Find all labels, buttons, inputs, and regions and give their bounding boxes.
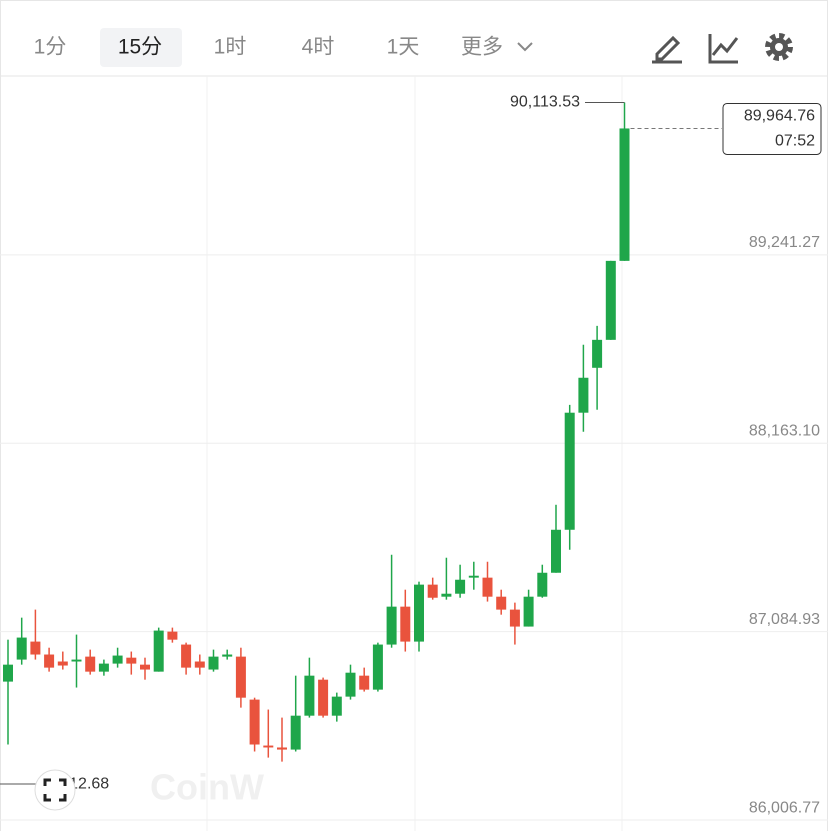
candle-body xyxy=(140,664,150,670)
tab[interactable]: 4时 xyxy=(302,36,335,59)
candle-body xyxy=(277,747,287,750)
countdown: 07:52 xyxy=(775,133,815,150)
max-label: 90,113.53 xyxy=(510,94,580,111)
candle-body xyxy=(427,584,438,598)
y-tick-label: 86,006.77 xyxy=(749,799,820,816)
candle-body xyxy=(3,664,13,682)
candle-body xyxy=(592,339,603,368)
candle-body xyxy=(126,657,137,664)
last-price-label: 89,964.76 xyxy=(744,108,815,125)
candle-body xyxy=(537,572,548,597)
candle-body xyxy=(619,128,630,261)
draw-icon[interactable] xyxy=(652,35,682,64)
candle-body xyxy=(372,644,383,690)
candle-body xyxy=(30,641,41,655)
candle-body xyxy=(414,584,424,642)
chevron[interactable] xyxy=(517,42,533,52)
candle-body xyxy=(564,412,575,530)
indicator-icon[interactable] xyxy=(708,34,739,64)
candle-body xyxy=(523,596,534,627)
candle-body xyxy=(71,659,82,662)
y-tick-label: 88,163.10 xyxy=(749,422,820,439)
candle-body xyxy=(509,609,520,627)
tab[interactable]: 1时 xyxy=(214,36,247,59)
candle-body xyxy=(167,631,178,640)
candle-body xyxy=(482,577,493,597)
candle-body xyxy=(222,654,233,657)
tab[interactable]: 1天 xyxy=(387,36,420,59)
candle-body xyxy=(208,656,219,670)
fullscreen-button[interactable] xyxy=(34,769,76,811)
candle-body xyxy=(441,593,452,597)
candle-body xyxy=(112,655,123,664)
tabs: 1分 15分 1时 4时 1天 更多 xyxy=(34,36,503,59)
candle-body xyxy=(16,637,27,660)
candle-body xyxy=(304,675,315,716)
candle-body xyxy=(318,679,329,716)
last-price-box xyxy=(722,102,822,155)
y-tick-label: 89,241.27 xyxy=(749,234,820,251)
candle-body xyxy=(263,745,274,748)
settings-icon[interactable] xyxy=(765,33,793,61)
plot: 86,006.77 87,084.93 88,163.10 89,241.27 90,1… xyxy=(0,94,828,821)
candle-body xyxy=(249,699,260,745)
watermark: CoinW xyxy=(150,767,264,808)
candle-body xyxy=(345,672,356,697)
y-tick-label: 87,084.93 xyxy=(749,611,820,628)
candle-body xyxy=(153,630,164,672)
tab[interactable]: 15分 xyxy=(118,36,162,59)
candle-body xyxy=(331,696,342,716)
candle-body xyxy=(235,656,246,698)
candle-body xyxy=(605,260,616,340)
candle-body xyxy=(578,377,589,413)
tab[interactable]: 1分 xyxy=(34,36,67,59)
candle-body xyxy=(359,675,370,690)
candle-body xyxy=(181,644,192,668)
candle-body xyxy=(496,596,507,610)
candle-body xyxy=(386,606,397,645)
active-tab-bg xyxy=(100,28,182,67)
candle-body xyxy=(194,661,205,668)
candle-body xyxy=(290,715,301,750)
tab[interactable]: 更多 xyxy=(461,36,503,59)
candle-body xyxy=(44,654,55,668)
candle-body xyxy=(85,656,96,672)
candle-body xyxy=(455,579,466,594)
candle-body xyxy=(468,575,479,578)
candle-body xyxy=(57,661,68,666)
candle-body xyxy=(98,663,109,672)
candle-body xyxy=(400,606,411,642)
candle-body xyxy=(551,529,561,573)
